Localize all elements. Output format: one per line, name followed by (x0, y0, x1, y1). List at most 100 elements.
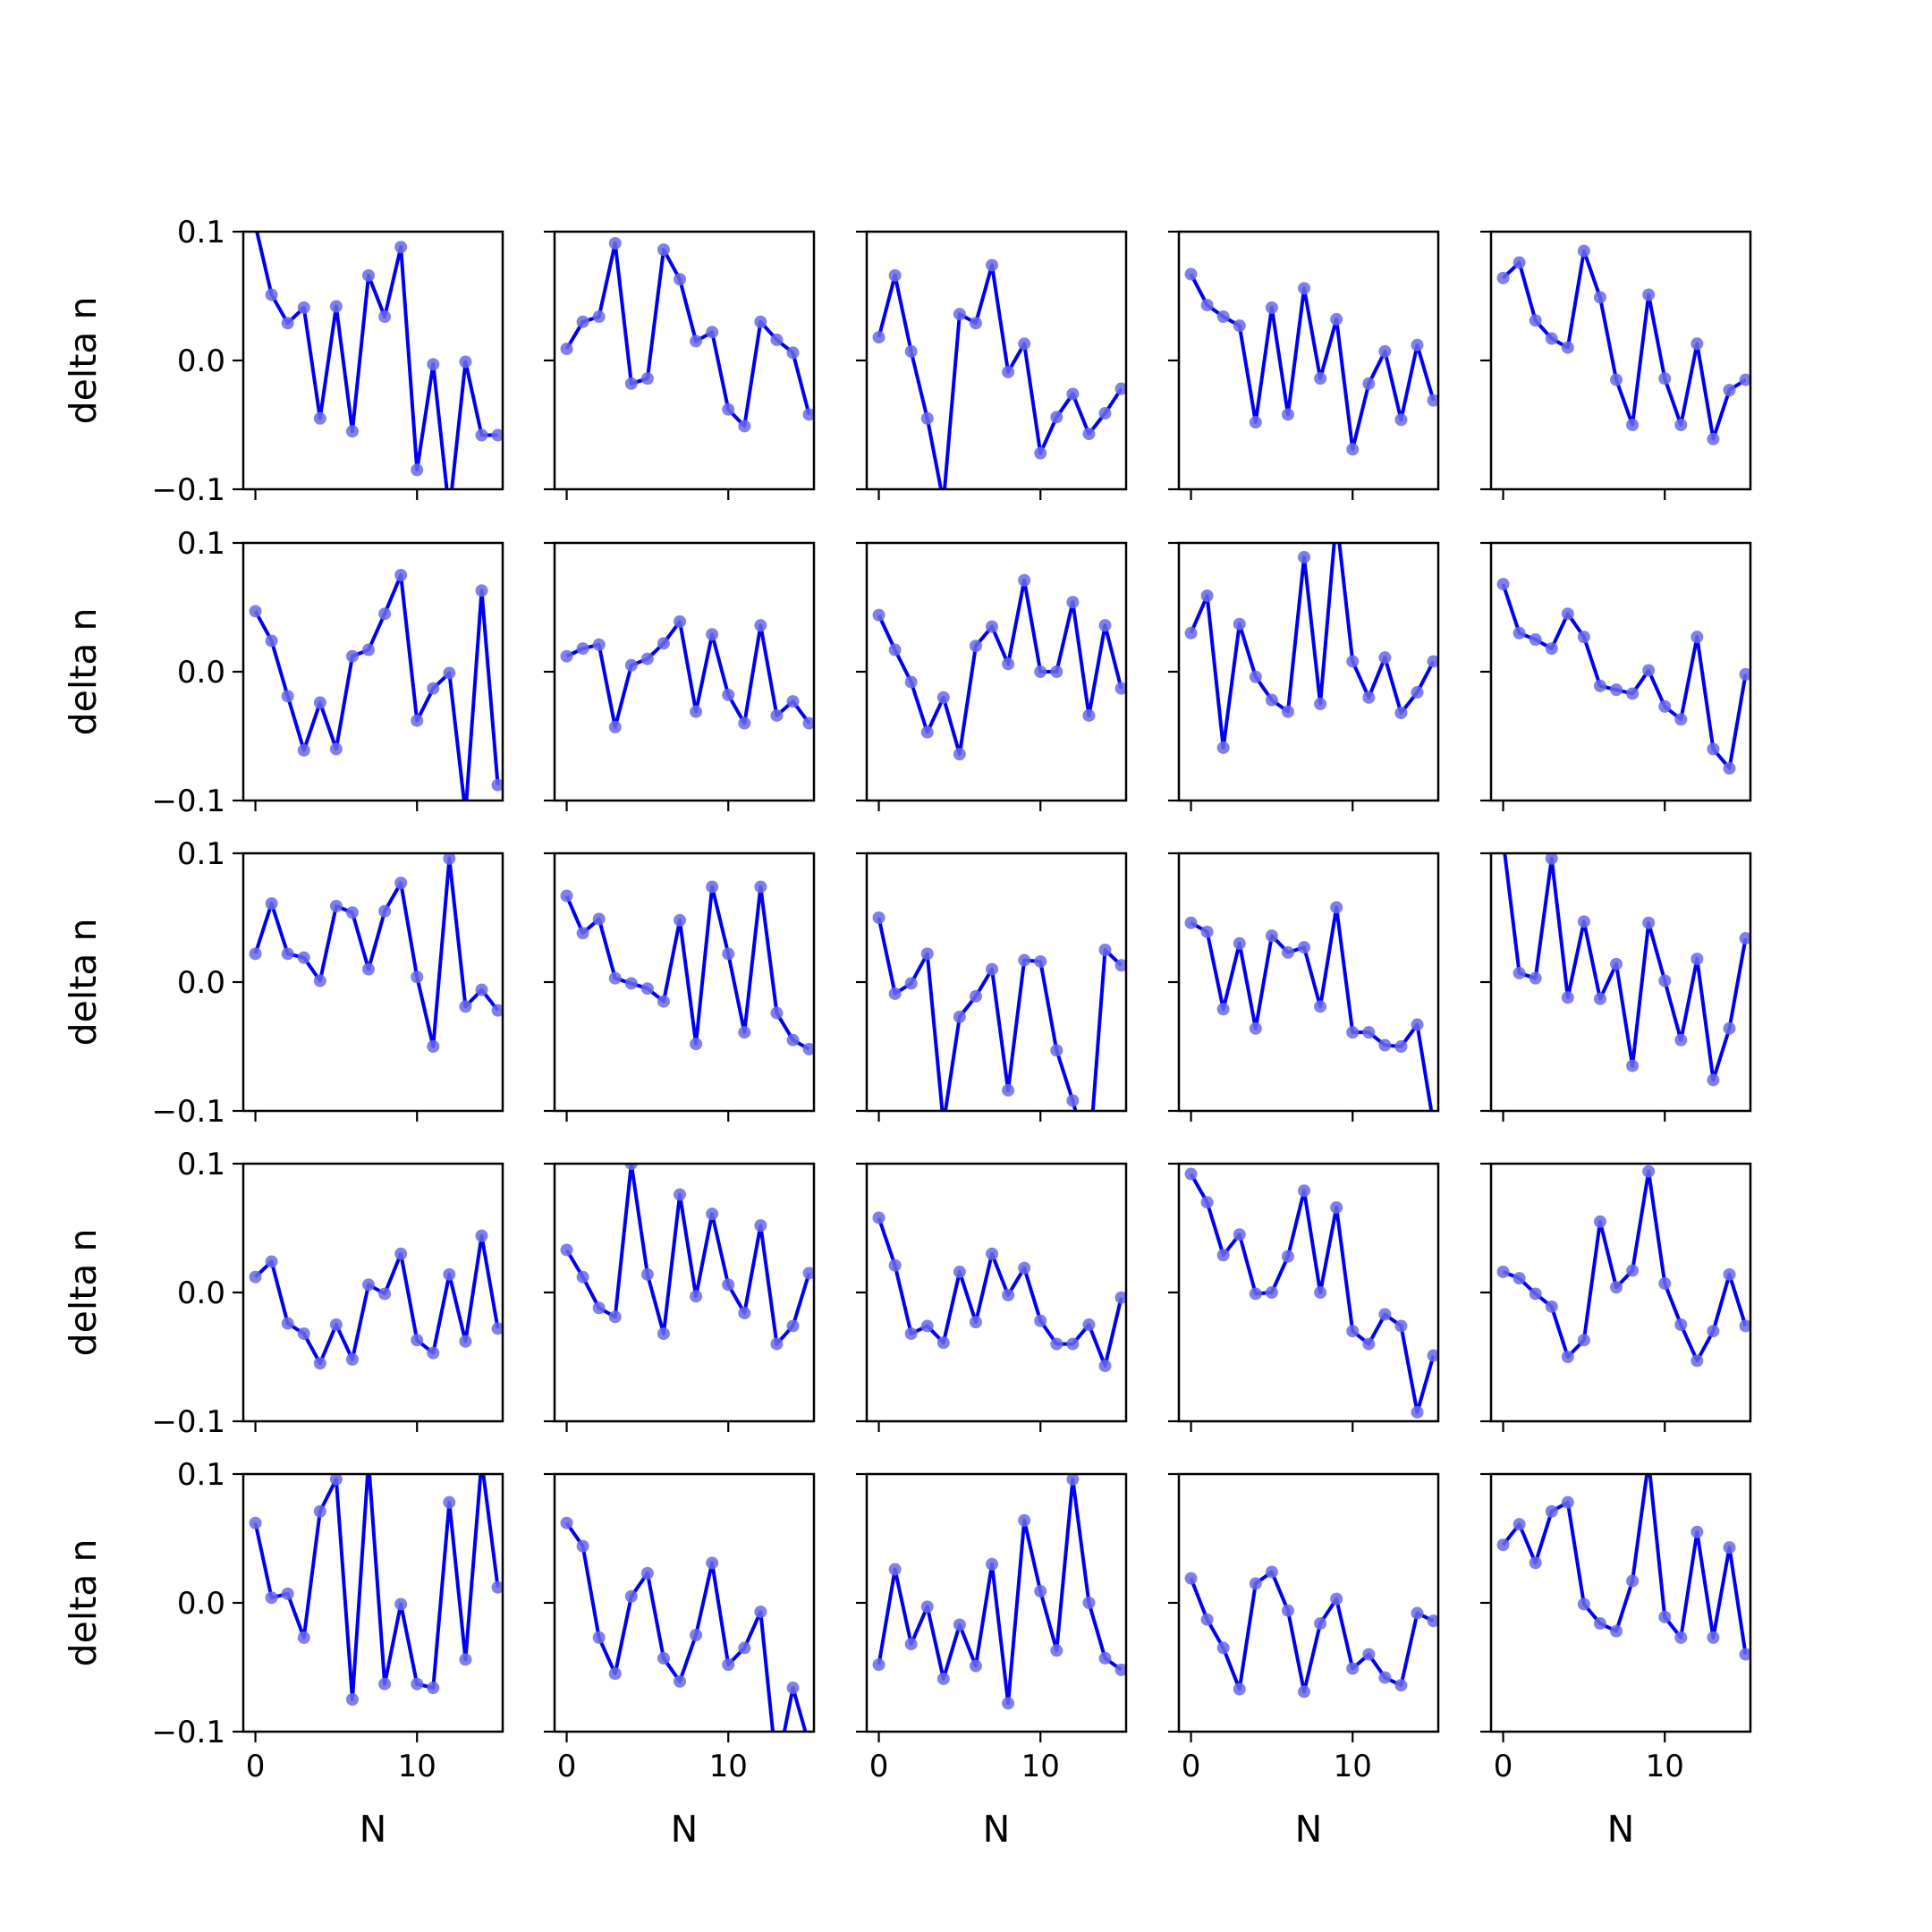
series-group (249, 853, 503, 1053)
data-point (1411, 1606, 1424, 1620)
data-point (1298, 941, 1311, 954)
data-point (690, 1629, 703, 1641)
x-tick-label: 0 (1182, 1749, 1201, 1784)
data-point (1496, 1538, 1510, 1552)
data-point (1427, 655, 1438, 668)
series-group (872, 573, 1126, 761)
data-point (1018, 337, 1031, 351)
data-point (969, 1316, 982, 1329)
data-point (657, 995, 670, 1008)
data-point (1082, 428, 1096, 441)
data-point (640, 982, 654, 996)
series-line (877, 578, 1123, 757)
data-point (1200, 589, 1214, 603)
data-point (706, 1556, 719, 1570)
data-point (475, 1229, 488, 1242)
data-point (1610, 683, 1623, 697)
axes-frame (553, 541, 816, 802)
data-point (722, 688, 735, 701)
data-point (1394, 1040, 1408, 1053)
data-point (872, 608, 886, 622)
data-point (1002, 1083, 1015, 1097)
data-point (297, 1327, 310, 1341)
data-point (1281, 1250, 1294, 1263)
data-point (937, 496, 950, 508)
data-point (1545, 853, 1558, 865)
data-point (1314, 1000, 1327, 1013)
panel-r5-c5: 0 10 N (1480, 1472, 1752, 1851)
series-group (560, 1516, 816, 1750)
data-point (920, 411, 934, 425)
data-point (1723, 1267, 1736, 1281)
data-point (1184, 1572, 1198, 1585)
series-line (564, 885, 810, 1051)
data-point (936, 1336, 950, 1350)
data-point (1593, 291, 1606, 304)
data-point (1330, 901, 1343, 914)
data-point (329, 1318, 343, 1331)
data-point (936, 1672, 950, 1685)
series-line (1502, 249, 1747, 441)
data-point (1330, 312, 1343, 326)
data-point (920, 1319, 934, 1333)
data-point (936, 691, 950, 704)
data-point (1658, 1610, 1672, 1623)
data-point (1411, 338, 1424, 352)
series-line (565, 619, 811, 729)
panel-r5-c3: 0 10 N (856, 1472, 1128, 1851)
data-point (657, 637, 670, 650)
data-point (1642, 1165, 1656, 1178)
data-point (1411, 1018, 1424, 1031)
data-point (1561, 341, 1574, 354)
data-point (1707, 1073, 1720, 1087)
data-point (1545, 1504, 1558, 1518)
data-point (1739, 1648, 1750, 1661)
data-point (1002, 1288, 1015, 1301)
data-point (1249, 1021, 1262, 1035)
data-point (722, 402, 735, 416)
y-axis-label: delta n (62, 297, 105, 425)
data-point (1577, 631, 1590, 644)
x-tick-label: 10 (709, 1749, 748, 1784)
data-point (491, 428, 503, 442)
data-point (803, 1738, 816, 1750)
y-tick-label: 0.0 (177, 1275, 225, 1311)
data-point (1545, 1300, 1558, 1313)
data-point (969, 640, 982, 653)
data-point (1066, 596, 1080, 609)
series-group (1496, 244, 1750, 445)
data-point (624, 977, 638, 990)
data-point (1658, 699, 1672, 713)
data-point (394, 1597, 408, 1611)
data-point (1561, 1351, 1574, 1363)
data-point (872, 1658, 886, 1672)
data-point (986, 1247, 999, 1260)
data-point (888, 1563, 902, 1576)
data-point (427, 1682, 440, 1695)
data-point (576, 1539, 589, 1553)
data-point (1394, 707, 1408, 720)
data-point (1610, 1281, 1623, 1294)
data-point (738, 1026, 751, 1039)
data-point (1529, 633, 1542, 646)
series-line (877, 263, 1123, 489)
data-point (1411, 1405, 1424, 1419)
series-line (1190, 905, 1434, 1111)
panel-r4-c4 (1168, 1162, 1440, 1432)
series-group (560, 880, 814, 1055)
data-point (427, 1040, 440, 1053)
data-point (313, 974, 326, 987)
data-point (1233, 617, 1246, 631)
data-point (1281, 408, 1294, 421)
series-group (1184, 1167, 1438, 1419)
data-point (802, 1042, 814, 1055)
data-point (265, 1255, 278, 1268)
data-point (1233, 1228, 1246, 1241)
data-point (411, 714, 424, 727)
series-line (253, 573, 500, 801)
data-point (297, 1631, 310, 1644)
series-group (255, 232, 503, 489)
axes-frame (553, 1162, 816, 1423)
data-point (1626, 687, 1640, 700)
x-tick-label: 0 (869, 1749, 889, 1784)
